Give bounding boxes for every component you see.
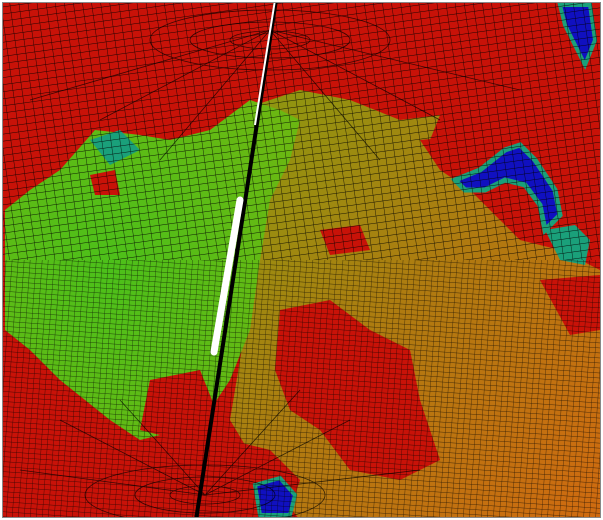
mesh-grid [0,0,603,260]
field [0,0,603,520]
mesh-visualization [0,0,603,520]
mesh-grid [0,260,603,520]
page [0,0,603,520]
